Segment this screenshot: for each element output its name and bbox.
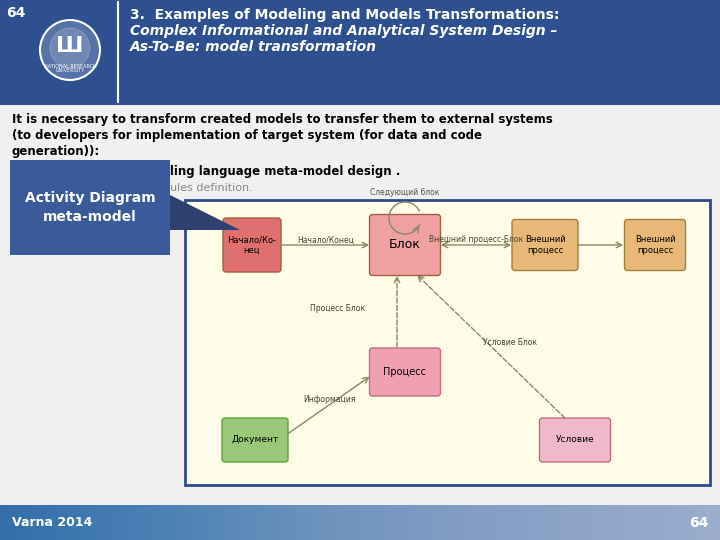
Text: Документ: Документ bbox=[231, 435, 279, 444]
Text: Step 2: Transformation rules definition.: Step 2: Transformation rules definition. bbox=[35, 183, 253, 193]
Text: Ш: Ш bbox=[56, 36, 84, 56]
Text: 64: 64 bbox=[688, 516, 708, 530]
Text: 3.  Examples of Modeling and Models Transformations:: 3. Examples of Modeling and Models Trans… bbox=[130, 8, 559, 22]
FancyBboxPatch shape bbox=[539, 418, 611, 462]
FancyBboxPatch shape bbox=[0, 505, 720, 540]
FancyBboxPatch shape bbox=[10, 160, 170, 255]
Text: UNIVERSITY: UNIVERSITY bbox=[55, 68, 85, 72]
Text: 64: 64 bbox=[6, 6, 25, 20]
FancyBboxPatch shape bbox=[185, 200, 710, 485]
Text: Activity Diagram
meta-model: Activity Diagram meta-model bbox=[24, 191, 156, 224]
Text: As-To-Be: model transformation: As-To-Be: model transformation bbox=[130, 40, 377, 54]
FancyBboxPatch shape bbox=[0, 40, 720, 505]
FancyBboxPatch shape bbox=[369, 348, 441, 396]
Text: (to developers for implementation of target system (for data and code: (to developers for implementation of tar… bbox=[12, 129, 482, 142]
Polygon shape bbox=[170, 195, 240, 230]
FancyBboxPatch shape bbox=[222, 418, 288, 462]
FancyBboxPatch shape bbox=[0, 0, 720, 105]
Circle shape bbox=[50, 28, 90, 68]
Text: Complex Informational and Analytical System Design –: Complex Informational and Analytical Sys… bbox=[130, 24, 557, 38]
Text: It is necessary to transform created models to transfer them to external systems: It is necessary to transform created mod… bbox=[12, 113, 553, 126]
Text: Varna 2014: Varna 2014 bbox=[12, 516, 92, 530]
Circle shape bbox=[40, 20, 100, 80]
Text: generation)):: generation)): bbox=[12, 145, 100, 158]
Text: Внешний процесс-Блок: Внешний процесс-Блок bbox=[429, 235, 523, 245]
Text: Внешний
процесс: Внешний процесс bbox=[635, 235, 675, 255]
Text: Информация: Информация bbox=[303, 395, 355, 404]
Text: NATIONAL RESEARCH: NATIONAL RESEARCH bbox=[44, 64, 96, 69]
Text: Step 1: Target modeling language meta-model design .: Step 1: Target modeling language meta-mo… bbox=[35, 165, 400, 178]
FancyBboxPatch shape bbox=[223, 218, 281, 272]
Text: Начало/Конец: Начало/Конец bbox=[297, 235, 354, 245]
Text: Условие: Условие bbox=[556, 435, 594, 444]
Text: Начало/Ко-
нец: Начало/Ко- нец bbox=[228, 235, 276, 255]
FancyBboxPatch shape bbox=[369, 214, 441, 275]
Text: Блок: Блок bbox=[389, 239, 421, 252]
Text: Внешний
процесс: Внешний процесс bbox=[525, 235, 565, 255]
FancyBboxPatch shape bbox=[624, 219, 685, 271]
Text: Процесс Блок: Процесс Блок bbox=[310, 304, 365, 313]
FancyBboxPatch shape bbox=[512, 219, 578, 271]
Text: Следующий блок: Следующий блок bbox=[370, 188, 440, 197]
Text: Процесс: Процесс bbox=[384, 367, 426, 377]
Text: Условие Блок: Условие Блок bbox=[483, 338, 537, 347]
